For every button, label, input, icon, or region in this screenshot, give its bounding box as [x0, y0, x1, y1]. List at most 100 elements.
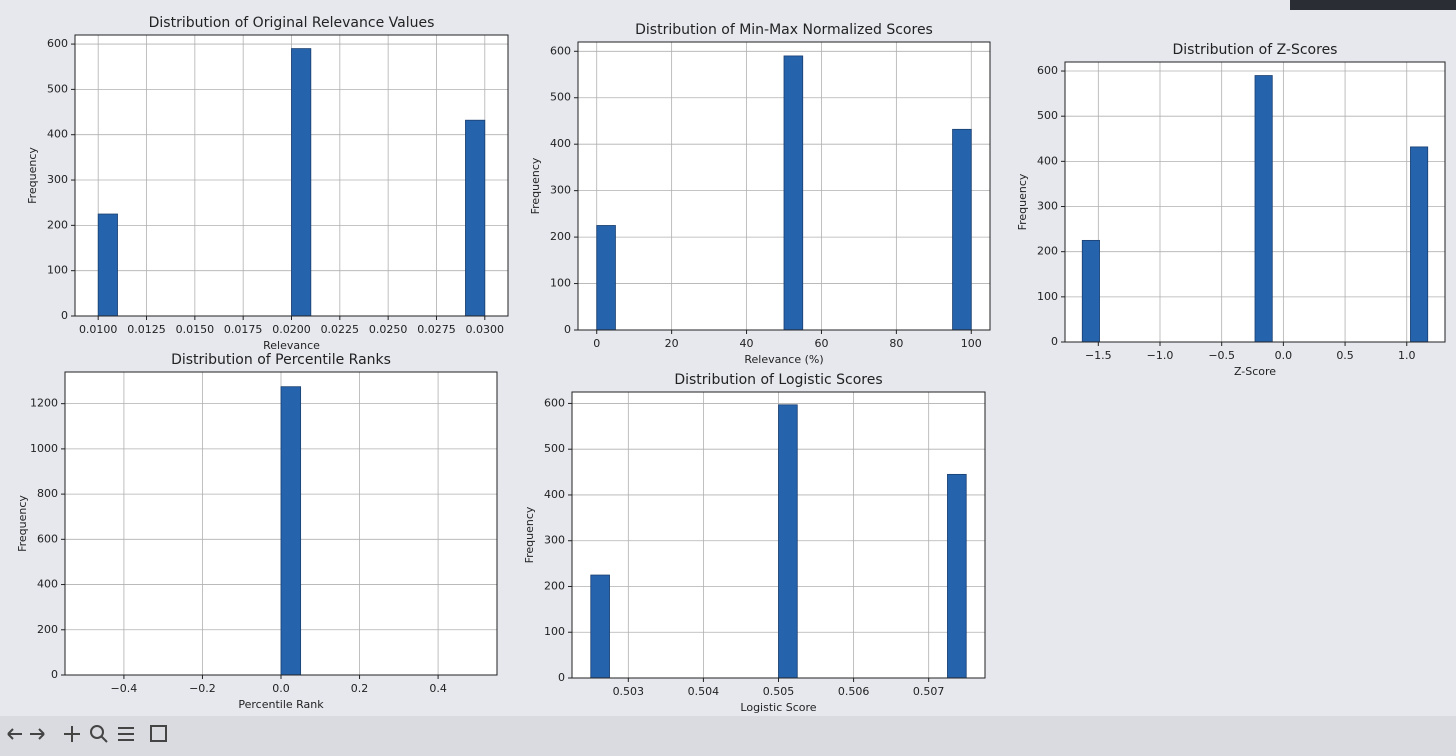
axes-frame: [74, 34, 509, 317]
y-tick-label: 600: [37, 532, 58, 545]
y-tick-label: 500: [47, 82, 68, 95]
chart-title: Distribution of Z-Scores: [1173, 42, 1338, 58]
x-tick-label: 60: [814, 337, 828, 350]
y-tick-label: 100: [1037, 290, 1058, 303]
x-tick-label: 0.504: [688, 685, 720, 698]
histogram-bar: [947, 473, 967, 679]
y-tick-label: 500: [1037, 109, 1058, 122]
y-tick-label: 600: [1037, 64, 1058, 77]
y-tick-label: 0: [1051, 335, 1058, 348]
title-bar: [1290, 0, 1456, 10]
x-tick-label: 0.0100: [79, 323, 118, 336]
plots: 0.0100 0.0125 0.0150 0.0175 0.0200 0.0225 0.02…: [16, 15, 1446, 714]
histogram-bar: [952, 128, 972, 331]
y-tick-label: 200: [544, 579, 565, 592]
y-axis-label: Frequency: [1016, 173, 1029, 230]
x-tick-label: 40: [740, 337, 754, 350]
y-tick-label: 0: [558, 671, 565, 684]
x-tick-label: 0.0: [272, 682, 290, 695]
zoom-button[interactable]: [90, 725, 104, 739]
x-tick-label: 80: [889, 337, 903, 350]
y-tick-label: 1200: [30, 397, 58, 410]
chart-title: Distribution of Percentile Ranks: [171, 352, 391, 368]
x-tick-label: −0.2: [189, 682, 216, 695]
y-tick-label: 200: [550, 230, 571, 243]
x-tick-label: 0.0: [1275, 349, 1293, 362]
x-tick-label: 0.0275: [417, 323, 456, 336]
axes-frame: [571, 391, 986, 679]
axes-frame: [577, 41, 991, 331]
y-tick-label: 400: [1037, 154, 1058, 167]
x-tick-label: 0.0300: [466, 323, 505, 336]
toolbar: [0, 716, 1456, 756]
histogram-bar: [778, 404, 798, 679]
y-axis-label: Frequency: [16, 495, 29, 552]
y-tick-label: 200: [37, 623, 58, 636]
histogram-bar: [291, 48, 312, 317]
x-tick-label: −1.5: [1085, 349, 1112, 362]
x-tick-label: 0.0125: [127, 323, 166, 336]
y-tick-label: 200: [1037, 245, 1058, 258]
x-axis-label: Relevance (%): [744, 353, 823, 366]
x-tick-label: 0.0225: [321, 323, 360, 336]
x-tick-label: 0: [593, 337, 600, 350]
y-tick-label: 400: [47, 128, 68, 141]
axes-frame: [1064, 61, 1446, 343]
x-tick-label: −0.5: [1208, 349, 1235, 362]
chart-title: Distribution of Original Relevance Value…: [149, 15, 435, 31]
y-tick-label: 1000: [30, 442, 58, 455]
x-tick-label: 1.0: [1398, 349, 1416, 362]
histogram-bar: [97, 213, 118, 317]
y-tick-label: 300: [1037, 200, 1058, 213]
save-button[interactable]: [150, 725, 167, 742]
histogram-bar: [465, 119, 486, 317]
y-axis-label: Frequency: [529, 157, 542, 214]
x-tick-label: 0.505: [763, 685, 795, 698]
y-tick-label: 400: [550, 137, 571, 150]
y-tick-label: 400: [544, 488, 565, 501]
histogram-bar: [783, 55, 804, 331]
configure-button[interactable]: [118, 727, 134, 741]
y-tick-label: 100: [550, 277, 571, 290]
x-tick-label: −1.0: [1147, 349, 1174, 362]
histogram-bar: [280, 386, 302, 676]
y-tick-label: 300: [47, 173, 68, 186]
x-axis-label: Percentile Rank: [238, 698, 324, 711]
y-tick-label: 300: [544, 534, 565, 547]
x-tick-label: 0.506: [838, 685, 870, 698]
x-tick-label: 20: [665, 337, 679, 350]
y-axis-label: Frequency: [523, 506, 536, 563]
histogram-bar: [1410, 146, 1429, 343]
x-axis-label: Relevance: [263, 339, 320, 352]
chart-title: Distribution of Min-Max Normalized Score…: [635, 22, 933, 38]
y-axis-label: Frequency: [26, 147, 39, 204]
y-tick-label: 500: [544, 442, 565, 455]
pan-button[interactable]: [64, 726, 80, 742]
y-tick-label: 200: [47, 218, 68, 231]
x-tick-label: 0.0150: [176, 323, 215, 336]
x-tick-label: 0.507: [913, 685, 945, 698]
x-tick-label: 0.4: [429, 682, 447, 695]
y-tick-label: 100: [47, 264, 68, 277]
toolbar-icons: [7, 725, 167, 743]
y-tick-label: 600: [544, 396, 565, 409]
forward-button[interactable]: [30, 728, 45, 740]
zoom-handle: [100, 735, 108, 743]
x-tick-label: 0.0200: [272, 323, 311, 336]
y-tick-label: 100: [544, 625, 565, 638]
x-axis-label: Z-Score: [1234, 365, 1276, 378]
histogram-bar: [596, 225, 616, 331]
y-tick-label: 300: [550, 184, 571, 197]
x-axis-label: Logistic Score: [740, 701, 816, 714]
chart-title: Distribution of Logistic Scores: [674, 372, 882, 388]
x-tick-label: −0.4: [111, 682, 138, 695]
back-button[interactable]: [7, 728, 22, 740]
y-tick-label: 400: [37, 578, 58, 591]
histogram-bar: [590, 574, 610, 679]
y-tick-label: 0: [564, 323, 571, 336]
y-tick-label: 800: [37, 487, 58, 500]
y-tick-label: 600: [550, 44, 571, 57]
x-tick-label: 0.503: [613, 685, 645, 698]
